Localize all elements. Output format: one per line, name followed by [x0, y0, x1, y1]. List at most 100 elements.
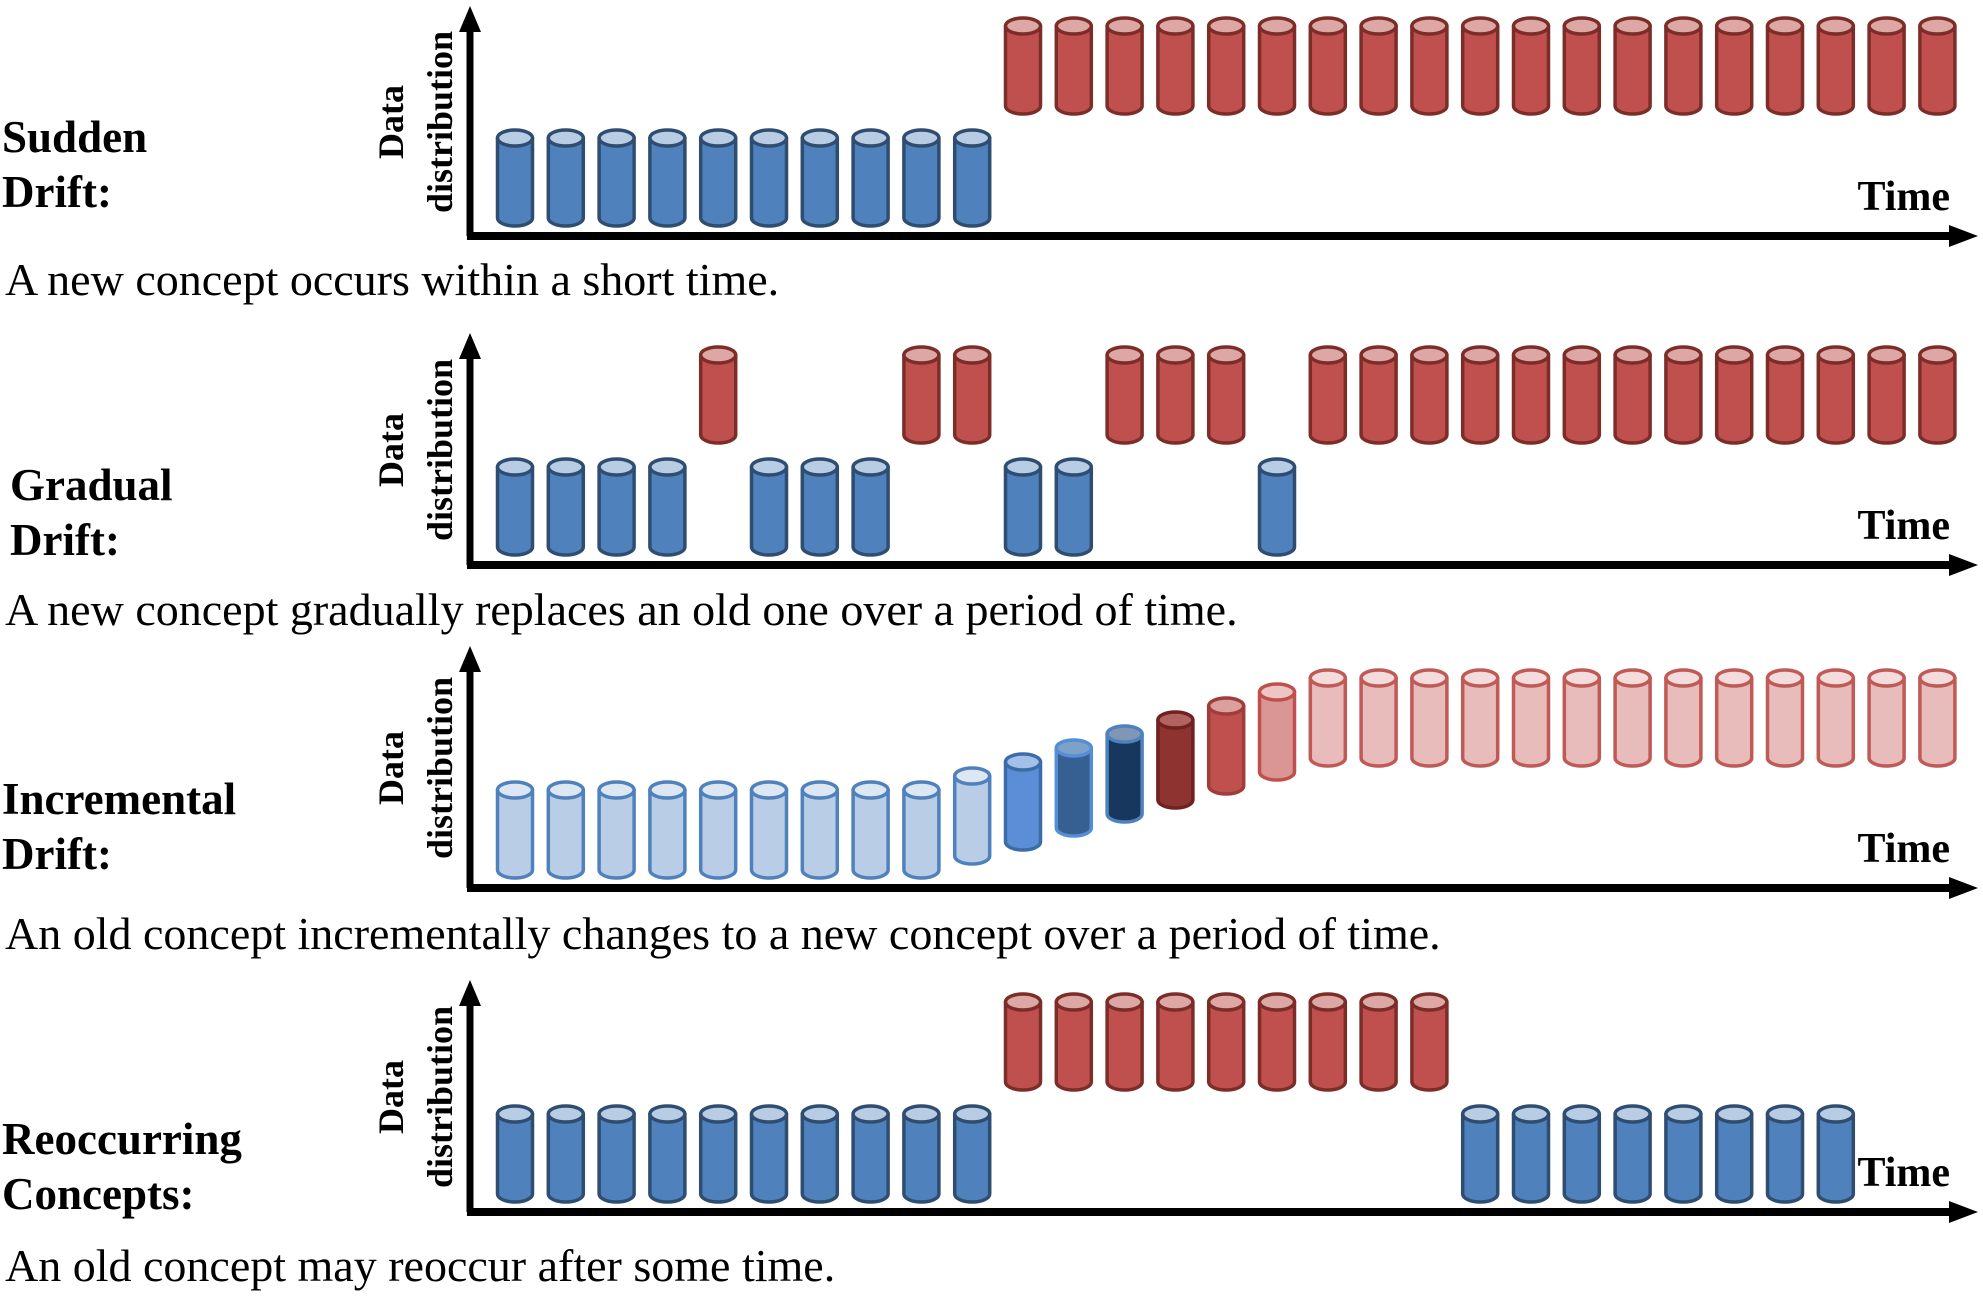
cylinder-cap: [1359, 992, 1398, 1012]
cylinder-body: [1664, 1112, 1703, 1204]
cylinder-cap: [851, 1104, 890, 1124]
y-axis-label-line2: distribution: [420, 1006, 460, 1188]
cylinder-cap: [1867, 668, 1906, 688]
cylinder-body: [648, 465, 687, 557]
cylinder-cap: [1664, 668, 1703, 688]
cylinder-cap: [1206, 992, 1246, 1012]
cylinder-cap: [1816, 16, 1856, 36]
cylinder-body: [1359, 1000, 1398, 1092]
panel-title-sudden: Sudden Drift:: [2, 110, 147, 220]
x-axis-label: Time: [1857, 826, 1950, 872]
cylinder-cap: [800, 780, 840, 800]
cylinder-cap: [1003, 752, 1043, 772]
cylinder-cap: [1308, 345, 1348, 365]
cylinder-body: [1867, 24, 1906, 116]
x-axis-arrowhead-icon: [1949, 554, 1978, 576]
cylinder-cap: [1105, 16, 1144, 36]
cylinder-body: [1206, 1000, 1246, 1092]
panel-title-incremental: Incremental Drift:: [2, 772, 236, 882]
cylinder-cap: [1562, 16, 1602, 36]
cylinder-body: [1206, 24, 1246, 116]
cylinder-body: [1359, 676, 1398, 768]
cylinder-cap: [1918, 16, 1957, 36]
cylinder-cap: [1562, 668, 1602, 688]
panel-title-line1: Incremental: [2, 774, 237, 824]
cylinder-body: [1410, 353, 1449, 445]
cylinder-cap: [1765, 345, 1805, 365]
x-axis-label: Time: [1857, 174, 1950, 220]
cylinder-body: [1359, 24, 1398, 116]
cylinder-body: [749, 465, 789, 557]
cylinder-cap: [1867, 345, 1906, 365]
cylinder-cap: [597, 1104, 636, 1124]
cylinder-cap: [902, 128, 941, 148]
cylinder-body: [698, 788, 738, 880]
cylinder-body: [1105, 732, 1144, 824]
y-axis-label-line2: distribution: [420, 677, 460, 859]
cylinder-body: [1511, 1112, 1551, 1204]
cylinder-cap: [1054, 992, 1094, 1012]
cylinder-cap: [698, 128, 738, 148]
cylinder-body: [1460, 1112, 1500, 1204]
cylinder-body: [1410, 676, 1449, 768]
cylinder-cap: [1359, 16, 1398, 36]
cylinder-body: [952, 353, 992, 445]
cylinder-body: [1613, 353, 1652, 445]
cylinder-body: [1714, 1112, 1754, 1204]
cylinder-cap: [1054, 457, 1094, 477]
cylinder-body: [1054, 465, 1094, 557]
cylinder-body: [749, 1112, 789, 1204]
cylinder-body: [495, 788, 535, 880]
cylinder-body: [1257, 465, 1297, 557]
y-axis-arrowhead-icon: [459, 646, 481, 672]
cylinder-body: [597, 465, 636, 557]
cylinder-body: [1511, 24, 1551, 116]
cylinder-cap: [1410, 992, 1449, 1012]
cylinder-body: [1054, 24, 1094, 116]
panel-gradual-cylinders: [495, 345, 1957, 557]
cylinder-cap: [1156, 710, 1195, 730]
cylinder-cap: [1664, 16, 1703, 36]
panel-sudden-axes: Data distribution Time: [371, 6, 1978, 247]
y-axis-label-line2: distribution: [420, 31, 460, 213]
cylinder-cap: [1765, 16, 1805, 36]
cylinder-cap: [698, 780, 738, 800]
panel-caption-sudden: A new concept occurs within a short time…: [5, 254, 780, 305]
cylinder-body: [1613, 24, 1652, 116]
cylinder-cap: [1156, 992, 1195, 1012]
panel-caption-reoccurring: An old concept may reoccur after some ti…: [5, 1240, 836, 1291]
cylinder-body: [902, 353, 941, 445]
cylinder-body: [1918, 676, 1957, 768]
panel-title-line2: Concepts:: [2, 1169, 195, 1219]
cylinder-body: [800, 788, 840, 880]
cylinder-cap: [952, 345, 992, 365]
cylinder-body: [1867, 676, 1906, 768]
cylinder-body: [1613, 1112, 1652, 1204]
cylinder-cap: [1511, 1104, 1551, 1124]
cylinder-body: [851, 465, 890, 557]
cylinder-body: [1511, 353, 1551, 445]
cylinder-cap: [546, 128, 586, 148]
cylinder-body: [1460, 353, 1500, 445]
cylinder-body: [902, 1112, 941, 1204]
cylinder-body: [1257, 24, 1297, 116]
cylinder-cap: [1156, 16, 1195, 36]
cylinder-body: [698, 353, 738, 445]
cylinder-cap: [1765, 668, 1805, 688]
cylinder-cap: [952, 766, 992, 786]
cylinder-body: [1156, 24, 1195, 116]
cylinder-cap: [495, 780, 535, 800]
cylinder-body: [902, 788, 941, 880]
cylinder-body: [1714, 353, 1754, 445]
y-axis-label-line1: Data: [371, 731, 411, 805]
cylinder-body: [546, 1112, 586, 1204]
cylinder-body: [1156, 1000, 1195, 1092]
cylinder-body: [1816, 24, 1856, 116]
cylinder-cap: [1257, 457, 1297, 477]
cylinder-cap: [546, 780, 586, 800]
cylinder-body: [495, 465, 535, 557]
cylinder-body: [1257, 1000, 1297, 1092]
panel-title-line2: Drift:: [10, 515, 120, 565]
cylinder-cap: [800, 457, 840, 477]
